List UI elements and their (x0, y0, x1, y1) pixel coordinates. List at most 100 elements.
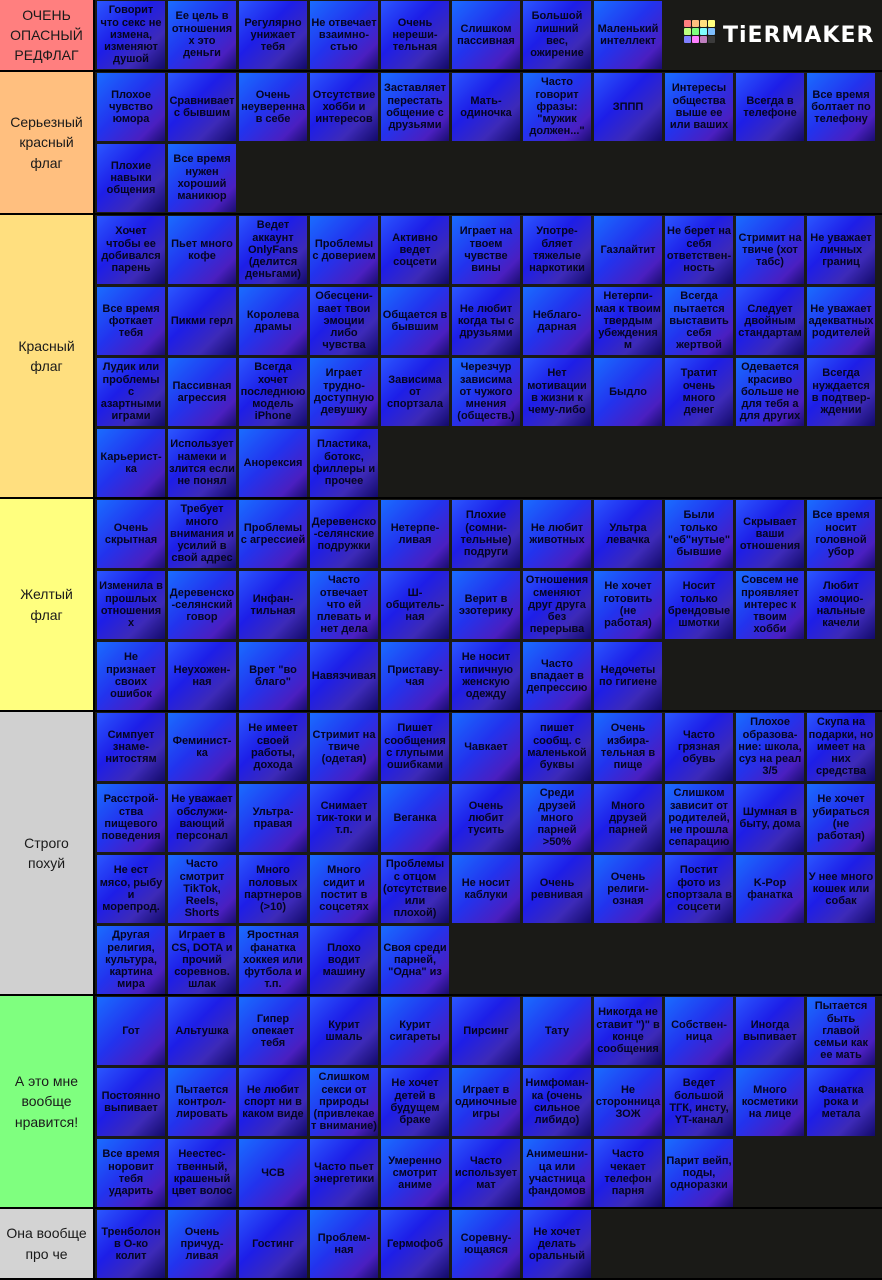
tier-item-card[interactable]: Плохие (сомни-тельные) подруги (452, 500, 520, 568)
tier-item-card[interactable]: Пассивная агрессия (168, 358, 236, 426)
tier-item-card[interactable]: Носит только брендовые шмотки (665, 571, 733, 639)
tier-label[interactable]: А это мне вообще нравится! (0, 996, 95, 1207)
tier-item-card[interactable]: Другая религия, культура, картина мира (97, 926, 165, 994)
tier-item-card[interactable]: Любит эмоцио-нальные качели (807, 571, 875, 639)
tier-item-card[interactable]: Умеренно смотрит аниме (381, 1139, 449, 1207)
tier-item-card[interactable]: Тратит очень много денег (665, 358, 733, 426)
tier-item-card[interactable]: Ведет большой ТГК, инсту, YT-канал (665, 1068, 733, 1136)
tier-item-card[interactable]: Приставу-чая (381, 642, 449, 710)
tiermaker-logo[interactable]: TiERMAKER (684, 16, 874, 54)
tier-item-card[interactable]: Ш-общитель-ная (381, 571, 449, 639)
tier-item-card[interactable]: Скупа на подарки, но имеет на них средст… (807, 713, 875, 781)
tier-item-card[interactable]: Не любит спорт ни в каком виде (239, 1068, 307, 1136)
tier-item-card[interactable]: Одевается красиво больше не для тебя а д… (736, 358, 804, 426)
tier-item-card[interactable]: Плохо водит машину (310, 926, 378, 994)
tier-item-card[interactable]: Соревну-ющаяся (452, 1210, 520, 1278)
tier-item-card[interactable]: Верит в эзотерику (452, 571, 520, 639)
tier-item-card[interactable]: Постит фото из спортзала в соцсети (665, 855, 733, 923)
tier-item-card[interactable]: Пишет сообщения с глупыми ошибками (381, 713, 449, 781)
tier-item-card[interactable]: Тренболон в О-ко колит (97, 1210, 165, 1278)
tier-label[interactable]: Желтый флаг (0, 499, 95, 710)
tier-item-card[interactable]: Изменила в прошлых отношениях (97, 571, 165, 639)
tier-item-card[interactable]: Не сторонница ЗОЖ (594, 1068, 662, 1136)
tier-label[interactable]: Она вообще про че (0, 1209, 95, 1278)
tier-item-card[interactable]: Карьерист-ка (97, 429, 165, 497)
tier-item-card[interactable]: Ультра левачка (594, 500, 662, 568)
tier-item-card[interactable]: Яростная фанатка хоккея или футбола и т.… (239, 926, 307, 994)
tier-item-card[interactable]: Были только "еб"нутые" бывшие (665, 500, 733, 568)
tier-item-card[interactable]: пишет сообщ. с маленькой буквы (523, 713, 591, 781)
tier-item-card[interactable]: Чавкает (452, 713, 520, 781)
tier-item-card[interactable]: Анорексия (239, 429, 307, 497)
tier-item-card[interactable]: Пикми герл (168, 287, 236, 355)
tier-item-card[interactable]: Следует двойным стандартам (736, 287, 804, 355)
tier-item-card[interactable]: Все время норовит тебя ударить (97, 1139, 165, 1207)
tier-item-card[interactable]: Всегда пытается выставить себя жертвой (665, 287, 733, 355)
tier-item-card[interactable]: Нет мотивации в жизни к чему-либо (523, 358, 591, 426)
tier-item-card[interactable]: Не любит когда ты с друзьями (452, 287, 520, 355)
tier-item-card[interactable]: Хочет чтобы ее добивался парень (97, 216, 165, 284)
tier-item-card[interactable]: Не хочет убираться (не работая) (807, 784, 875, 852)
tier-item-card[interactable]: Отсутствие хобби и интересов (310, 73, 378, 141)
tier-item-card[interactable]: Стримит на твиче (одетая) (310, 713, 378, 781)
tier-item-card[interactable]: Очень ревнивая (523, 855, 591, 923)
tier-item-card[interactable]: Курит шмаль (310, 997, 378, 1065)
tier-item-card[interactable]: Общается в бывшим (381, 287, 449, 355)
tier-item-card[interactable]: Мать-одиночка (452, 73, 520, 141)
tier-item-card[interactable]: Своя среди парней, "Одна" из (381, 926, 449, 994)
tier-item-card[interactable]: Иногда выпивает (736, 997, 804, 1065)
tier-item-card[interactable]: Обесцени-вает твои эмоции либо чувства (310, 287, 378, 355)
tier-item-card[interactable]: Часто использует мат (452, 1139, 520, 1207)
tier-item-card[interactable]: Снимает тик-токи и т.п. (310, 784, 378, 852)
tier-item-card[interactable]: Очень избира-тельная в пище (594, 713, 662, 781)
tier-item-card[interactable]: Не хочет делать оральный (523, 1210, 591, 1278)
tier-item-card[interactable]: Не уважает обслужи-вающий персонал (168, 784, 236, 852)
tier-item-card[interactable]: Инфан-тильная (239, 571, 307, 639)
tier-label[interactable]: Серьезный красный флаг (0, 72, 95, 213)
tier-item-card[interactable]: Нетерпи-мая к твоим твердым убеждениям (594, 287, 662, 355)
tier-item-card[interactable]: Королева драмы (239, 287, 307, 355)
tier-item-card[interactable]: Заставляет перестать общение с друзьями (381, 73, 449, 141)
tier-label[interactable]: Красный флаг (0, 215, 95, 497)
tier-label[interactable]: ОЧЕНЬ ОПАСНЫЙ РЕДФЛАГ (0, 0, 95, 70)
tier-item-card[interactable]: Курит сигареты (381, 997, 449, 1065)
tier-item-card[interactable]: Не носит каблуки (452, 855, 520, 923)
tier-item-card[interactable]: Анимешни-ца или участница фандомов (523, 1139, 591, 1207)
tier-item-card[interactable]: Веганка (381, 784, 449, 852)
tier-item-card[interactable]: Большой лишний вес, ожирение (523, 1, 591, 69)
tier-item-card[interactable]: Все время болтает по телефону (807, 73, 875, 141)
tier-item-card[interactable]: Лудик или проблемы с азартными играми (97, 358, 165, 426)
tier-item-card[interactable]: Все время фоткает тебя (97, 287, 165, 355)
tier-label[interactable]: Строго похуй (0, 712, 95, 994)
tier-item-card[interactable]: Симпует знаме-нитостям (97, 713, 165, 781)
tier-item-card[interactable]: Употре-бляет тяжелые наркотики (523, 216, 591, 284)
tier-item-card[interactable]: Навязчивая (310, 642, 378, 710)
tier-item-card[interactable]: Часто чекает телефон парня (594, 1139, 662, 1207)
tier-item-card[interactable]: Много друзей парней (594, 784, 662, 852)
tier-item-card[interactable]: Черезчур зависима от чужого мнения (обще… (452, 358, 520, 426)
tier-item-card[interactable]: Использует намеки и злится если не понял (168, 429, 236, 497)
tier-item-card[interactable]: Часто смотрит TikTok, Reels, Shorts (168, 855, 236, 923)
tier-item-card[interactable]: Играет в CS, DOTA и прочий соревнов. шла… (168, 926, 236, 994)
tier-item-card[interactable]: Не отвечает взаимно-стью (310, 1, 378, 69)
tier-item-card[interactable]: Собствен-ница (665, 997, 733, 1065)
tier-item-card[interactable]: Неблаго-дарная (523, 287, 591, 355)
tier-item-card[interactable]: Слишком пассивная (452, 1, 520, 69)
tier-item-card[interactable]: Очень причуд-ливая (168, 1210, 236, 1278)
tier-item-card[interactable]: Шумная в быту, дома (736, 784, 804, 852)
tier-item-card[interactable]: Часто пьет энергетики (310, 1139, 378, 1207)
tier-item-card[interactable]: Не уважает адекватных родителей (807, 287, 875, 355)
tier-item-card[interactable]: Очень религи-озная (594, 855, 662, 923)
tier-item-card[interactable]: Все время носит головной убор (807, 500, 875, 568)
tier-item-card[interactable]: Не ест мясо, рыбу и морепрод. (97, 855, 165, 923)
tier-item-card[interactable]: Пьет много кофе (168, 216, 236, 284)
tier-item-card[interactable]: Играет на твоем чувстве вины (452, 216, 520, 284)
tier-item-card[interactable]: Часто говорит фразы: "мужик должен..." (523, 73, 591, 141)
tier-item-card[interactable]: ЗППП (594, 73, 662, 141)
tier-item-card[interactable]: Сравнивает с бывшим (168, 73, 236, 141)
tier-item-card[interactable]: Нимфоман-ка (очень сильное либидо) (523, 1068, 591, 1136)
tier-item-card[interactable]: Слишком зависит от родителей, не прошла … (665, 784, 733, 852)
tier-item-card[interactable]: Всегда нуждается в подтвер-ждении (807, 358, 875, 426)
tier-item-card[interactable]: Тату (523, 997, 591, 1065)
tier-item-card[interactable]: Не берет на себя ответствен-ность (665, 216, 733, 284)
